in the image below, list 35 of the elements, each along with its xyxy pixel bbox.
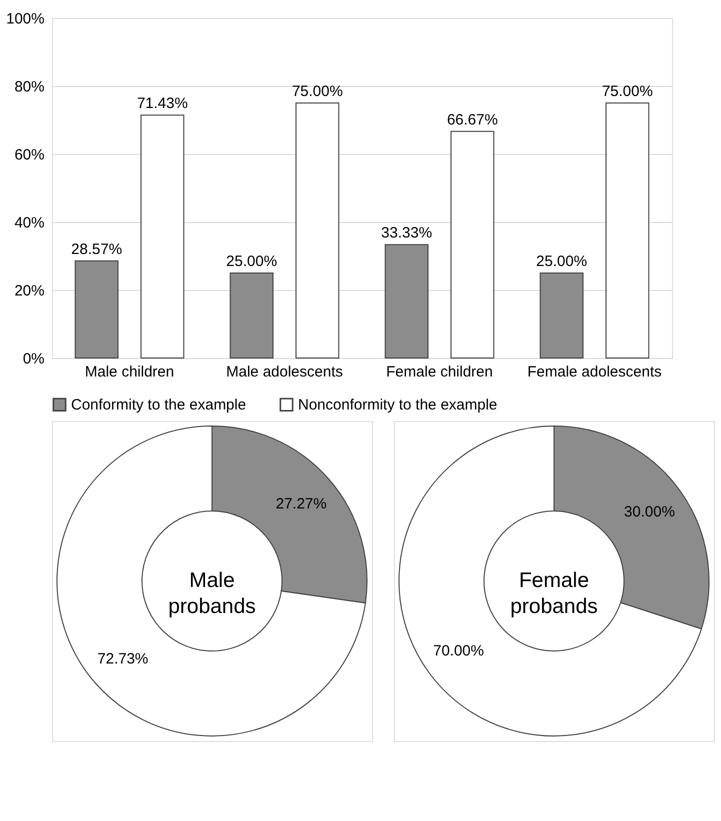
y-tick-label: 60% [14, 146, 44, 164]
bar [140, 114, 184, 358]
legend-label: Conformity to the example [71, 396, 246, 414]
data-label: 72.73% [97, 650, 148, 668]
data-label: 28.57% [71, 240, 122, 258]
bar [230, 272, 274, 358]
data-label: 71.43% [136, 95, 188, 112]
y-tick-label: 100% [6, 10, 44, 28]
y-tick-label: 0% [22, 350, 44, 368]
text: Male probands [168, 569, 256, 618]
donut-slice [56, 426, 366, 736]
text: Female probands [510, 569, 598, 618]
bar [74, 260, 118, 358]
data-label: 70.00% [433, 642, 484, 660]
data-label: 33.33% [381, 224, 432, 242]
bar [450, 130, 494, 358]
bar [384, 244, 428, 358]
y-tick-label: 80% [14, 78, 44, 96]
data-label: 66.67% [446, 111, 498, 128]
bar [540, 272, 584, 358]
x-tick-label: Female adolescents [527, 364, 662, 380]
bar [606, 102, 650, 358]
y-tick-label: 40% [14, 214, 44, 232]
x-tick-label: Male children [84, 364, 174, 380]
legend-label: Nonconformity to the example [298, 396, 498, 414]
y-tick-label: 20% [14, 282, 44, 300]
data-label: 75.00% [292, 83, 343, 100]
data-label: 30.00% [624, 504, 675, 521]
data-label: 25.00% [226, 253, 278, 270]
bar [296, 102, 340, 358]
data-label: 27.27% [276, 496, 327, 513]
data-label: 25.00% [536, 253, 588, 270]
data-label: 75.00% [602, 83, 653, 100]
x-tick-label: Female children [386, 364, 493, 380]
x-tick-label: Male adolescents [226, 364, 343, 380]
